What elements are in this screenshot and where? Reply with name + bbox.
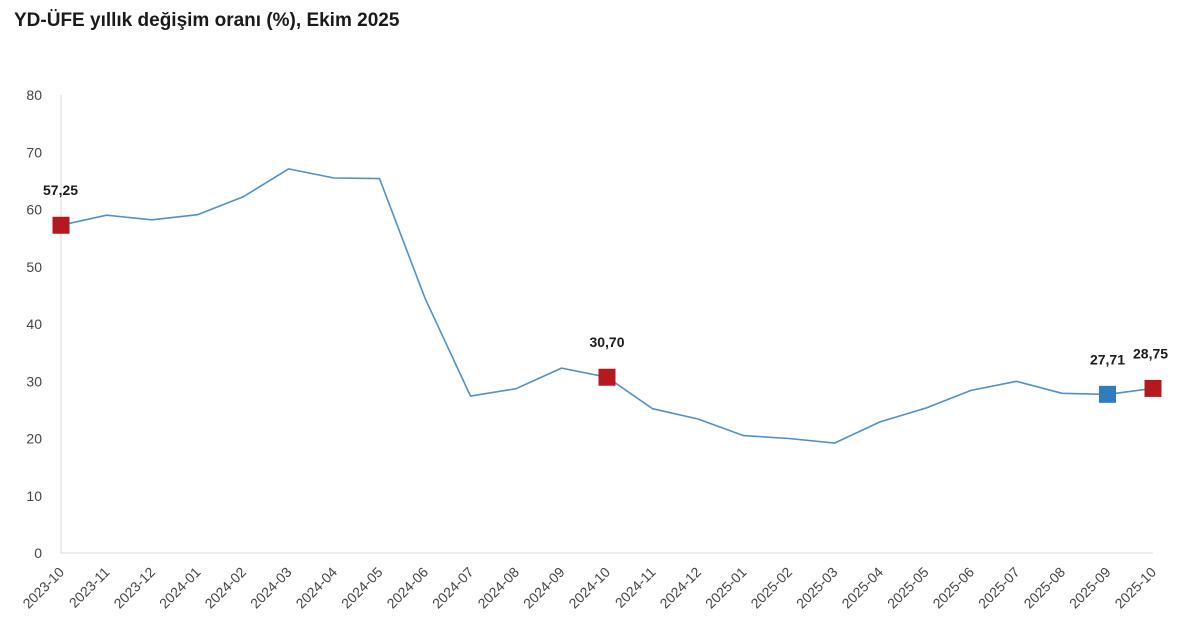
x-tick-label: 2024-11: [612, 564, 659, 611]
x-tick-label: 2025-06: [929, 564, 977, 612]
y-tick-label: 70: [26, 144, 42, 160]
x-tick-label: 2025-08: [1020, 564, 1068, 612]
x-tick-label: 2025-07: [975, 564, 1023, 612]
x-tick-label: 2025-01: [702, 564, 750, 612]
x-tick-label: 2024-01: [156, 564, 204, 612]
data-point-marker: [598, 368, 616, 386]
x-tick-label: 2025-10: [1111, 564, 1159, 612]
y-tick-label: 80: [26, 87, 42, 103]
x-tick-label: 2024-12: [656, 564, 704, 612]
highlight-markers: 57,25 30,70 27,71 28,75: [43, 182, 1168, 403]
chart-title: YD-ÜFE yıllık değişim oranı (%), Ekim 20…: [14, 10, 400, 31]
x-tick-label: 2024-04: [292, 564, 340, 612]
data-label: 27,71: [1090, 351, 1125, 367]
data-label: 30,70: [589, 334, 624, 350]
data-point-marker: [52, 216, 70, 234]
x-tick-label: 2023-12: [110, 564, 158, 612]
x-axis-tick-labels: 2023-102023-112023-122024-012024-022024-…: [19, 564, 1159, 612]
x-tick-label: 2025-05: [884, 564, 932, 612]
series-group: [60, 168, 1154, 444]
x-tick-label: 2025-03: [793, 564, 841, 612]
y-tick-label: 40: [26, 316, 42, 332]
y-tick-label: 60: [26, 202, 42, 218]
x-tick-label: 2024-03: [247, 564, 295, 612]
y-tick-label: 30: [26, 373, 42, 389]
y-tick-label: 0: [34, 545, 42, 561]
y-axis-tick-labels: 0 10 20 30 40 50 60 70 80: [26, 87, 42, 561]
x-tick-label: 2024-05: [338, 564, 386, 612]
y-tick-label: 20: [26, 431, 42, 447]
x-tick-label: 2023-11: [66, 564, 113, 611]
x-tick-label: 2024-07: [429, 564, 477, 612]
y-tick-label: 50: [26, 259, 42, 275]
x-tick-label: 2023-10: [19, 564, 67, 612]
x-tick-label: 2025-02: [747, 564, 795, 612]
x-tick-label: 2024-08: [474, 564, 522, 612]
data-point-marker: [1144, 379, 1162, 397]
x-tick-label: 2025-09: [1066, 564, 1114, 612]
series-line: [60, 168, 1154, 444]
x-tick-label: 2024-10: [565, 564, 613, 612]
data-point-marker: [1099, 385, 1116, 403]
data-label: 57,25: [43, 182, 78, 198]
x-tick-label: 2024-02: [201, 564, 249, 612]
x-tick-label: 2025-04: [838, 564, 886, 612]
x-tick-label: 2024-09: [520, 564, 568, 612]
x-tick-label: 2024-06: [383, 564, 431, 612]
y-tick-label: 10: [26, 488, 42, 504]
data-label: 28,75: [1133, 345, 1168, 361]
